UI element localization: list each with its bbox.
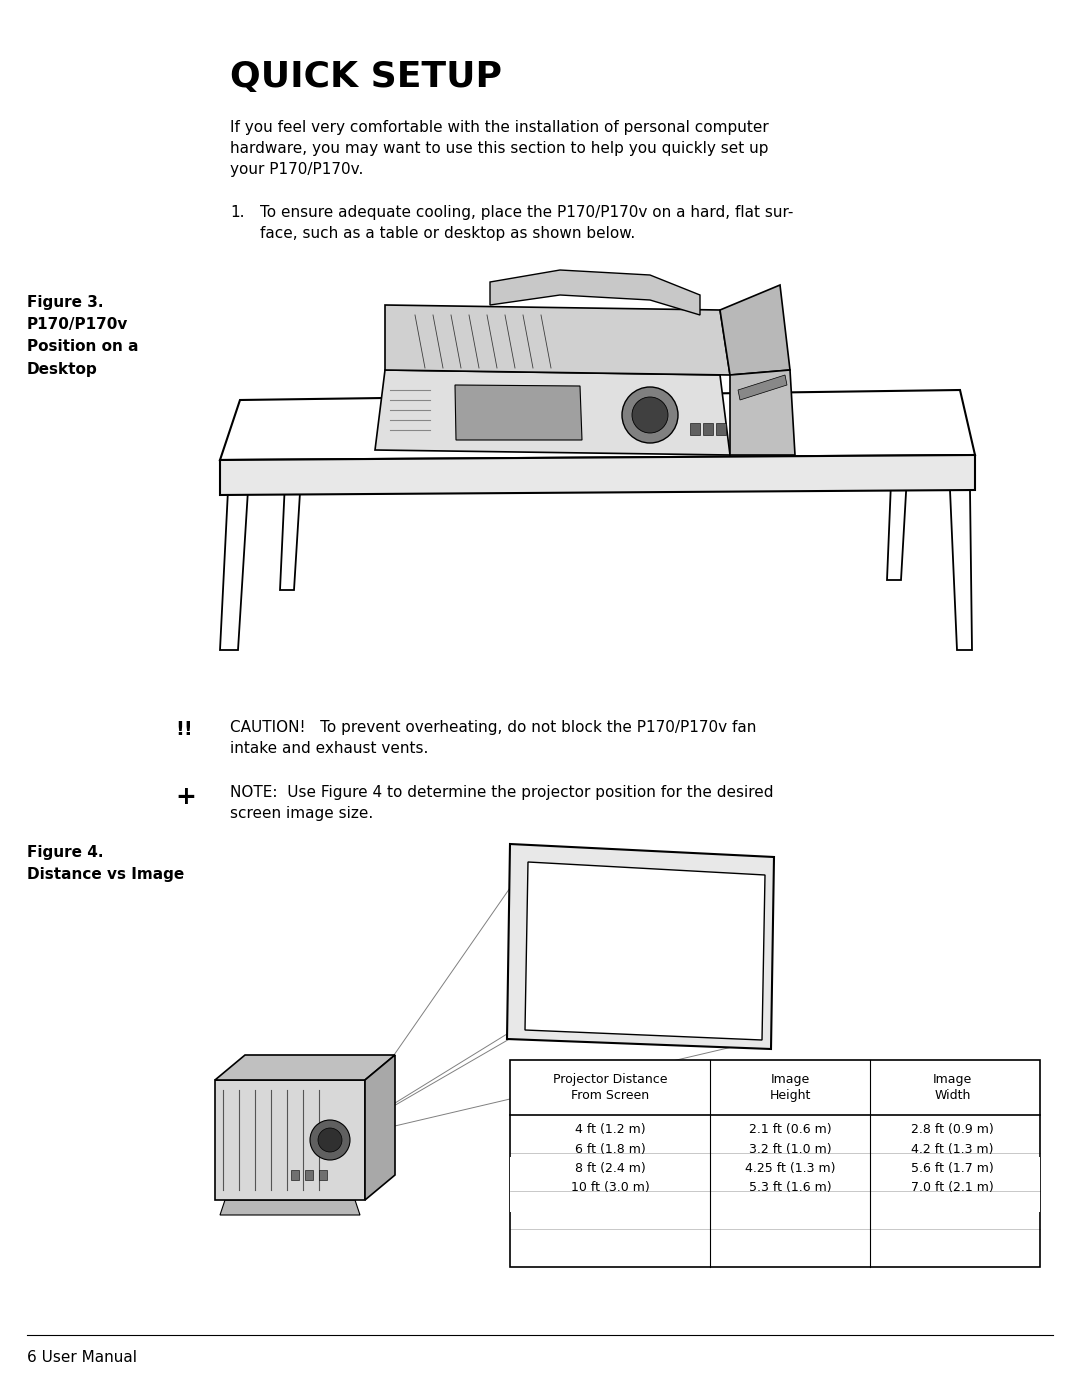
Text: QUICK SETUP: QUICK SETUP — [230, 60, 502, 94]
Text: CAUTION!   To prevent overheating, do not block the P170/P170v fan
intake and ex: CAUTION! To prevent overheating, do not … — [230, 720, 756, 756]
Polygon shape — [525, 862, 765, 1040]
Bar — [319, 1170, 327, 1180]
Polygon shape — [375, 371, 730, 455]
Polygon shape — [887, 458, 908, 580]
Text: Image
Width: Image Width — [933, 1073, 972, 1102]
Text: Projector Distance
From Screen: Projector Distance From Screen — [553, 1073, 667, 1102]
Polygon shape — [220, 390, 975, 459]
Polygon shape — [215, 1055, 395, 1080]
Text: 2.8 ft (0.9 m)
4.2 ft (1.3 m)
5.6 ft (1.7 m)
7.0 ft (2.1 m): 2.8 ft (0.9 m) 4.2 ft (1.3 m) 5.6 ft (1.… — [912, 1123, 994, 1195]
Polygon shape — [950, 490, 972, 650]
Polygon shape — [215, 1080, 365, 1201]
Polygon shape — [220, 455, 975, 496]
Text: If you feel very comfortable with the installation of personal computer
hardware: If you feel very comfortable with the in… — [230, 119, 769, 178]
Text: To ensure adequate cooling, place the P170/P170v on a hard, flat sur-
face, such: To ensure adequate cooling, place the P1… — [260, 205, 794, 242]
Circle shape — [310, 1120, 350, 1160]
Polygon shape — [220, 490, 248, 650]
Bar — [716, 423, 726, 434]
Bar — [690, 423, 700, 434]
Text: Image
Height: Image Height — [769, 1073, 811, 1102]
Text: 6 User Manual: 6 User Manual — [27, 1351, 137, 1364]
Polygon shape — [720, 285, 789, 375]
Polygon shape — [280, 459, 302, 590]
Polygon shape — [730, 371, 795, 455]
Text: 2.1 ft (0.6 m)
3.2 ft (1.0 m)
4.25 ft (1.3 m)
5.3 ft (1.6 m): 2.1 ft (0.6 m) 3.2 ft (1.0 m) 4.25 ft (1… — [745, 1123, 835, 1195]
Text: !!: !! — [175, 720, 192, 738]
Circle shape — [632, 397, 669, 433]
Text: Figure 4.
Distance vs Image: Figure 4. Distance vs Image — [27, 845, 185, 883]
Polygon shape — [490, 271, 700, 315]
Bar — [305, 1170, 313, 1180]
Circle shape — [318, 1128, 342, 1152]
Circle shape — [622, 387, 678, 443]
Polygon shape — [455, 384, 582, 440]
Text: 1.: 1. — [230, 205, 244, 221]
Bar — [703, 423, 713, 434]
Text: NOTE:  Use Figure 4 to determine the projector position for the desired
screen i: NOTE: Use Figure 4 to determine the proj… — [230, 786, 773, 820]
Text: 4 ft (1.2 m)
6 ft (1.8 m)
8 ft (2.4 m)
10 ft (3.0 m): 4 ft (1.2 m) 6 ft (1.8 m) 8 ft (2.4 m) 1… — [570, 1123, 649, 1195]
Polygon shape — [220, 1201, 360, 1214]
Bar — [291, 1170, 299, 1180]
Text: +: + — [175, 786, 195, 809]
Polygon shape — [507, 844, 774, 1049]
Polygon shape — [365, 1055, 395, 1201]
Bar — [510, 1158, 1040, 1212]
Polygon shape — [384, 305, 730, 375]
Text: Figure 3.
P170/P170v
Position on a
Desktop: Figure 3. P170/P170v Position on a Deskt… — [27, 296, 138, 376]
Bar — [510, 1060, 1040, 1267]
Polygon shape — [738, 375, 787, 400]
